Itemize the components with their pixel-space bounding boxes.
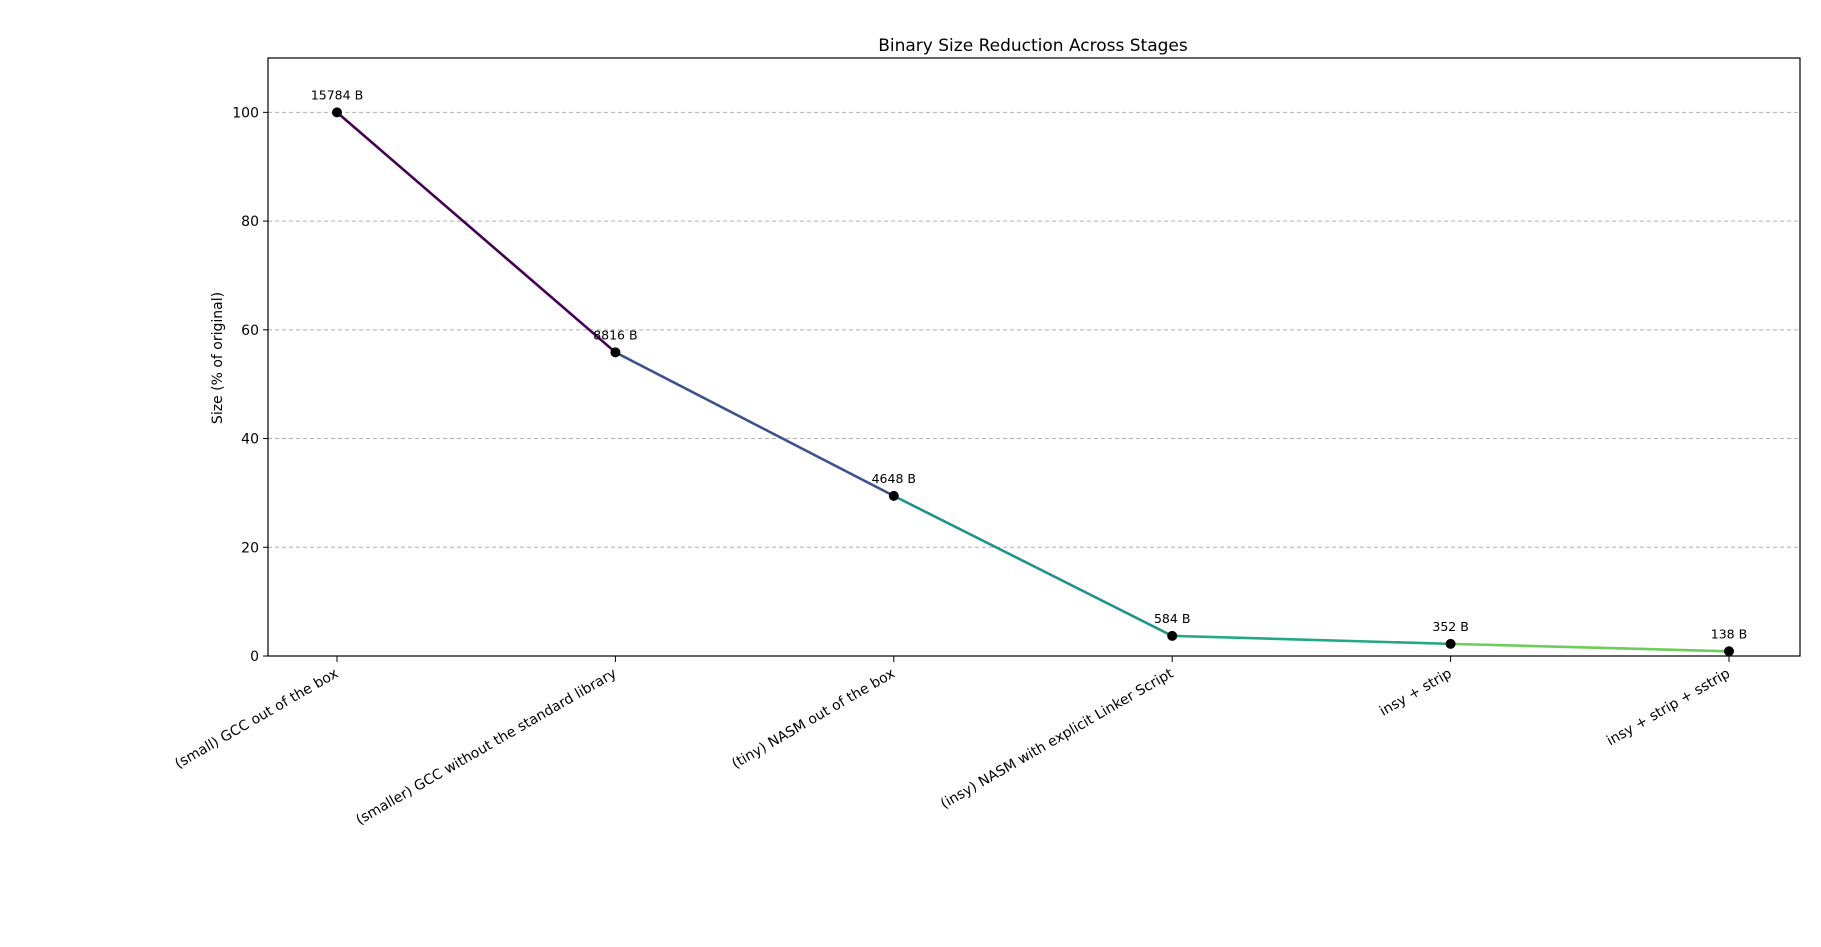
data-point [610, 347, 621, 358]
grid-lines [268, 111, 1800, 548]
data-label: 8816 B [593, 327, 637, 342]
y-axis-label: Size (% of original) [210, 292, 226, 424]
line-segment [892, 494, 1174, 638]
data-label: 584 B [1154, 611, 1190, 626]
x-tick-label: (smaller) GCC without the standard libra… [353, 666, 619, 829]
y-tick-label: 0 [250, 649, 259, 665]
y-axis: 0 20 40 60 80 100 [232, 105, 268, 665]
y-tick-label: 20 [241, 540, 259, 556]
line-segment [1449, 642, 1731, 653]
line-segment [614, 351, 896, 498]
x-tick-label: insy + strip + sstrip [1604, 666, 1733, 750]
x-tick-label: insy + strip [1377, 666, 1455, 720]
data-labels: 15784 B 8816 B 4648 B 584 B 352 B 138 B [311, 87, 1747, 641]
x-axis: (small) GCC out of the box (smaller) GCC … [172, 656, 1733, 828]
x-tick-label: (small) GCC out of the box [172, 666, 341, 773]
data-point [1167, 630, 1178, 641]
series-markers [332, 107, 1734, 657]
line-segment [335, 111, 617, 354]
y-tick-label: 40 [241, 432, 259, 448]
data-point [1445, 638, 1456, 649]
data-label: 15784 B [311, 87, 363, 102]
y-tick-label: 60 [241, 323, 259, 339]
data-label: 352 B [1432, 619, 1468, 634]
x-tick-label: (insy) NASM with explicit Linker Script [938, 665, 1177, 812]
y-tick-label: 80 [241, 214, 259, 230]
data-label: 138 B [1711, 626, 1747, 641]
series-segments [335, 111, 1731, 653]
data-label: 4648 B [872, 471, 916, 486]
line-segment [1170, 634, 1452, 646]
data-point [1724, 646, 1734, 657]
chart-title: Binary Size Reduction Across Stages [878, 36, 1188, 56]
x-tick-label: (tiny) NASM out of the box [729, 666, 898, 773]
data-point [888, 490, 899, 501]
plot-frame [267, 57, 1801, 657]
y-tick-label: 100 [232, 105, 259, 121]
data-point [332, 107, 342, 118]
